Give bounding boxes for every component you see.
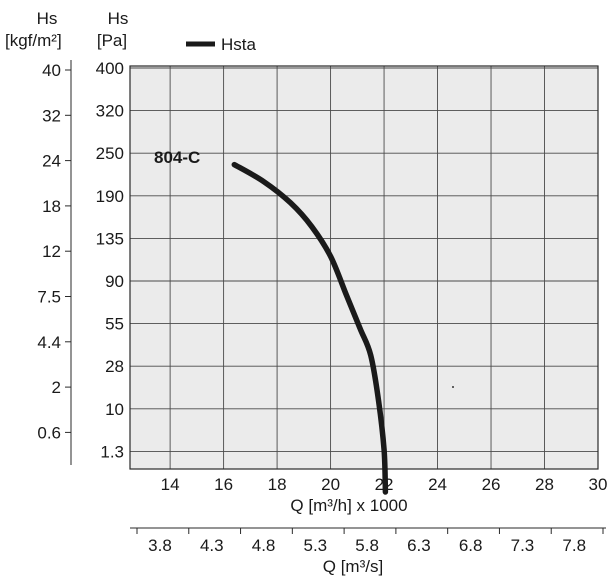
inner-y-axis-unit: [Pa] — [97, 31, 127, 50]
stray-dot — [452, 386, 454, 388]
outer-y-tick-label: 0.6 — [37, 423, 61, 442]
outer-y-ticks: 40 32 24 18 12 7.5 4.4 2 0.6 — [37, 61, 71, 442]
x-secondary-tick-label: 6.3 — [407, 536, 431, 555]
plot-frame — [129, 65, 599, 470]
legend-label: Hsta — [221, 35, 257, 54]
outer-y-axis-unit: [kgf/m²] — [5, 31, 62, 50]
outer-y-tick-label: 24 — [42, 152, 61, 171]
outer-y-tick-label: 7.5 — [37, 288, 61, 307]
outer-y-tick-label: 4.4 — [37, 333, 61, 352]
inner-y-axis-title: Hs — [108, 9, 129, 28]
x-primary-tick-label: 20 — [321, 475, 340, 494]
outer-y-axis-title: Hs — [37, 9, 58, 28]
outer-y-tick-label: 40 — [42, 61, 61, 80]
series-line-hsta — [231, 161, 389, 495]
outer-y-tick-label: 12 — [42, 242, 61, 261]
x-secondary-tick-label: 6.8 — [459, 536, 483, 555]
inner-y-tick-label: 28 — [105, 357, 124, 376]
plot-area — [130, 66, 598, 469]
x-secondary-tick-label: 4.8 — [252, 536, 276, 555]
inner-y-tick-label: 250 — [96, 144, 124, 163]
curve-label: 804-C — [154, 148, 200, 167]
inner-y-tick-label: 55 — [105, 315, 124, 334]
x-primary-tick-label: 14 — [161, 475, 180, 494]
x-primary-tick-label: 28 — [535, 475, 554, 494]
x-primary-tick-label: 18 — [268, 475, 287, 494]
outer-y-tick-label: 32 — [42, 106, 61, 125]
x-secondary-tick-label: 5.8 — [355, 536, 379, 555]
inner-y-tick-label: 320 — [96, 102, 124, 121]
x-primary-tick-label: 26 — [482, 475, 501, 494]
x-primary-tick-label: 24 — [428, 475, 447, 494]
inner-y-tick-label: 90 — [105, 272, 124, 291]
outer-y-tick-label: 18 — [42, 197, 61, 216]
inner-y-ticks: 400 320 250 190 135 90 55 28 10 1.3 — [96, 59, 124, 461]
x-secondary-axis-label: Q [m³/s] — [323, 557, 383, 576]
x-secondary-tick-label: 7.8 — [562, 536, 586, 555]
x-secondary-ticks: 3.84.34.85.35.86.36.87.37.88.3 — [136, 528, 604, 555]
x-secondary-tick-label: 3.8 — [148, 536, 172, 555]
inner-y-tick-label: 190 — [96, 187, 124, 206]
inner-y-tick-label: 10 — [105, 400, 124, 419]
outer-y-tick-label: 2 — [52, 378, 61, 397]
inner-y-tick-label: 1.3 — [100, 442, 124, 461]
inner-y-tick-label: 400 — [96, 59, 124, 78]
x-secondary-tick-label: 5.3 — [304, 536, 328, 555]
x-primary-tick-label: 30 — [589, 475, 608, 494]
inner-y-tick-label: 135 — [96, 229, 124, 248]
x-primary-tick-label: 16 — [214, 475, 233, 494]
x-secondary-tick-label: 7.3 — [511, 536, 535, 555]
x-primary-ticks: 14 16 18 20 22 24 26 28 30 — [161, 475, 608, 494]
x-primary-axis-label: Q [m³/h] x 1000 — [290, 496, 407, 515]
x-secondary-tick-label: 4.3 — [200, 536, 224, 555]
